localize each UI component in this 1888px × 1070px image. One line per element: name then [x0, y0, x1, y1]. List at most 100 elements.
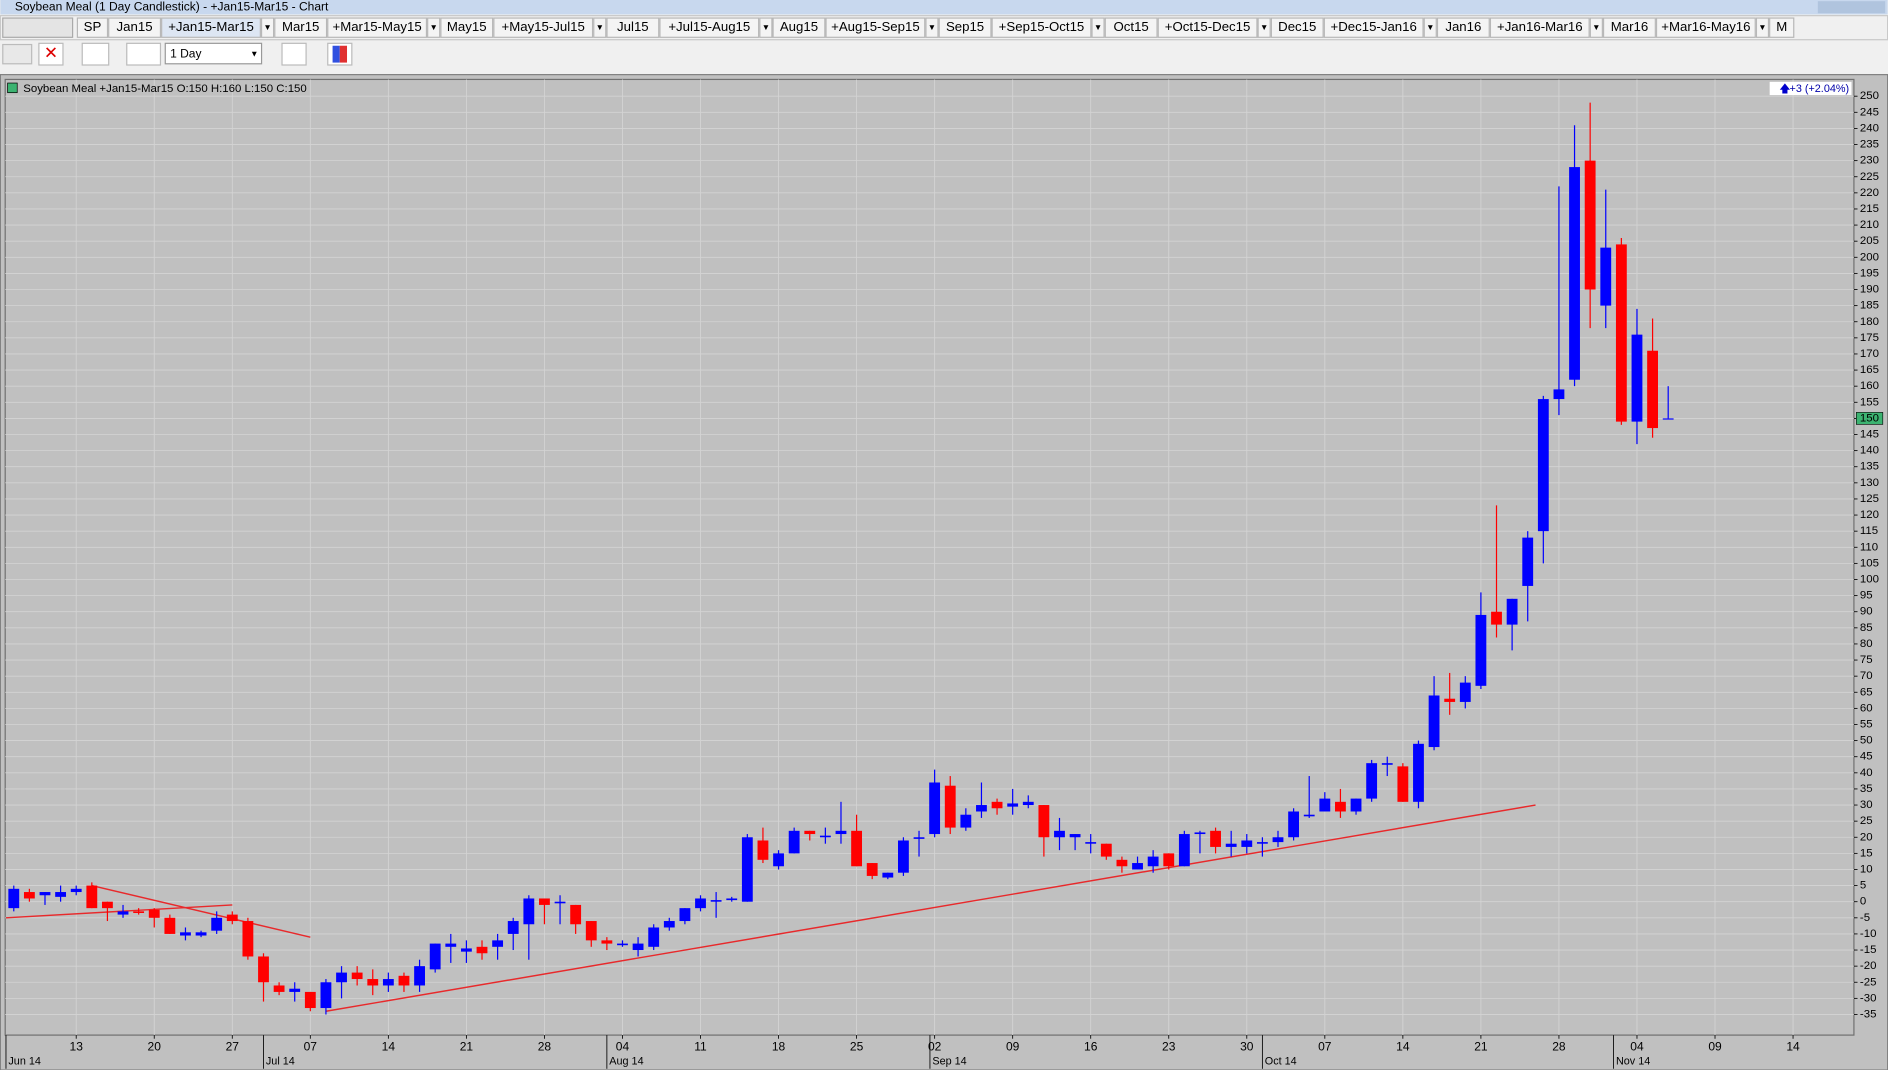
candle-body — [882, 872, 894, 878]
tab[interactable] — [1436, 17, 1490, 38]
tab[interactable] — [1157, 17, 1258, 38]
tab-dropdown[interactable] — [260, 17, 275, 38]
tab-label: +Jan15-Mar15 — [168, 19, 254, 34]
tab-dropdown-arrow: ▼ — [1758, 22, 1766, 32]
pointer-tool[interactable] — [2, 43, 33, 65]
tab[interactable] — [991, 17, 1092, 38]
copy-button[interactable] — [81, 42, 110, 66]
y-tick-label: 95 — [1860, 590, 1873, 602]
tab[interactable] — [327, 17, 428, 38]
tab[interactable] — [606, 17, 660, 38]
tab[interactable] — [1270, 17, 1324, 38]
x-tick-label: 11 — [694, 1039, 707, 1053]
month-label: Sep 14 — [932, 1055, 966, 1067]
y-tick-label: 55 — [1860, 719, 1873, 731]
candle-body — [1553, 389, 1565, 400]
tab-dropdown[interactable] — [759, 17, 773, 38]
y-tick-label: 200 — [1860, 251, 1879, 263]
candle-body — [1147, 856, 1159, 867]
candle-body — [382, 979, 394, 986]
candle-body — [601, 940, 613, 944]
tab[interactable] — [440, 17, 494, 38]
tab[interactable] — [161, 17, 261, 38]
delete-button[interactable] — [38, 42, 64, 66]
candle-body — [1225, 843, 1237, 847]
tab[interactable] — [76, 17, 109, 38]
y-tick-label: 70 — [1860, 670, 1873, 682]
candle-body — [773, 853, 784, 867]
candle-body — [8, 888, 20, 909]
candle-body — [741, 837, 753, 902]
tab[interactable] — [1602, 17, 1656, 38]
tab-dropdown[interactable] — [593, 17, 607, 38]
tab[interactable] — [659, 17, 760, 38]
tab[interactable] — [1323, 17, 1424, 38]
tab[interactable] — [108, 17, 162, 38]
candle-body — [1631, 334, 1643, 422]
change-box — [1769, 81, 1852, 96]
candle-body — [1210, 830, 1221, 847]
tab[interactable] — [1769, 17, 1795, 38]
tab[interactable] — [1489, 17, 1590, 38]
tab-dropdown[interactable] — [427, 17, 441, 38]
x-tick-label: 04 — [616, 1039, 630, 1053]
month-label: Jul 14 — [266, 1055, 295, 1067]
tab[interactable] — [825, 17, 926, 38]
x-tick-label: 21 — [460, 1039, 474, 1053]
tab-label: +Jan16-Mar16 — [1497, 19, 1583, 34]
month-label: Jun 14 — [8, 1055, 41, 1067]
candle-body — [788, 830, 800, 854]
candle-body — [1069, 834, 1081, 838]
tab-dropdown-arrow: ▼ — [430, 22, 438, 32]
tab[interactable] — [1655, 17, 1756, 38]
y-tick-label: 85 — [1860, 622, 1873, 634]
candle-body — [1459, 682, 1471, 702]
tab[interactable] — [938, 17, 992, 38]
candle-body — [226, 914, 238, 922]
candle-body — [148, 909, 160, 918]
y-tick-label: 5 — [1860, 880, 1866, 892]
tab-label: +Aug15-Sep15 — [831, 19, 920, 34]
candle-body — [757, 840, 769, 860]
y-tick-label: 80 — [1860, 638, 1873, 650]
tab[interactable] — [493, 17, 594, 38]
candle-body — [39, 892, 51, 896]
window-controls[interactable] — [1817, 1, 1886, 14]
tab-label: +Dec15-Jan16 — [1331, 19, 1417, 34]
y-tick-label: 205 — [1860, 235, 1879, 247]
y-tick-label: 175 — [1860, 332, 1879, 344]
candle-body — [991, 801, 1003, 809]
x-tick-label: 30 — [1240, 1039, 1254, 1053]
candle-body — [336, 972, 347, 983]
x-tick-label: 20 — [148, 1039, 162, 1053]
candle-body — [835, 830, 847, 835]
tab[interactable] — [1104, 17, 1158, 38]
interval-select[interactable] — [164, 42, 263, 65]
tab-dropdown[interactable] — [925, 17, 939, 38]
y-tick-label: 145 — [1860, 429, 1879, 441]
tab-dropdown[interactable] — [1755, 17, 1770, 38]
tab-dropdown[interactable] — [1589, 17, 1603, 38]
layout-button[interactable] — [281, 42, 307, 66]
candle-body — [164, 917, 176, 934]
chart-type-button[interactable] — [126, 42, 162, 66]
y-tick-label: 245 — [1860, 106, 1879, 118]
candle-body — [304, 991, 316, 1009]
tabs: SP Jan15 +Jan15-Mar15 ▼ Mar15 +Mar15-May15 ▼ Ma… — [76, 17, 1795, 38]
tab-dropdown[interactable] — [1091, 17, 1105, 38]
y-tick-label: 35 — [1860, 783, 1873, 795]
tab-label: Sep15 — [946, 19, 984, 34]
tab-tools[interactable] — [2, 17, 74, 38]
y-tick-label: 130 — [1860, 477, 1879, 489]
y-tick-label: 160 — [1860, 380, 1879, 392]
y-tick-label: 100 — [1860, 574, 1879, 586]
y-tick-label: 115 — [1860, 525, 1878, 537]
candle-body — [804, 830, 816, 835]
candle-body — [258, 956, 269, 983]
candle-body — [1381, 763, 1393, 765]
tab[interactable] — [772, 17, 826, 38]
tab-dropdown[interactable] — [1257, 17, 1271, 38]
tab-dropdown[interactable] — [1423, 17, 1437, 38]
tab-label: Jan15 — [117, 19, 153, 34]
tab[interactable] — [274, 17, 328, 38]
